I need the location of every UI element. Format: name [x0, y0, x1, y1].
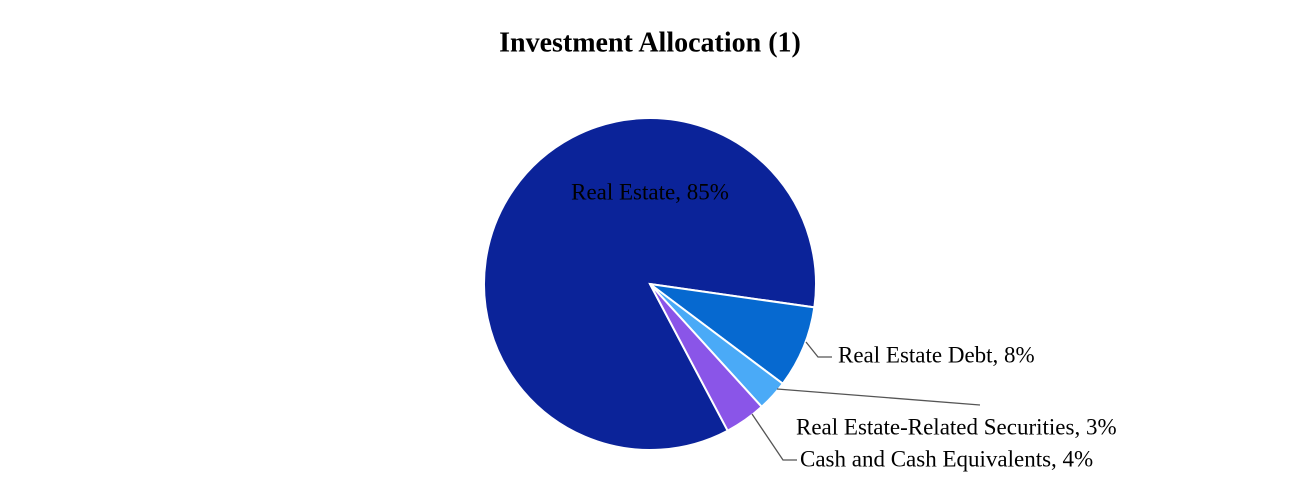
- data-label: Cash and Cash Equivalents, 4%: [800, 446, 1093, 471]
- pie-slice: [649, 283, 764, 433]
- data-label: Real Estate-Related Securities, 3%: [796, 414, 1117, 439]
- chart-title: Investment Allocation (1): [499, 27, 801, 58]
- leader-line: [805, 341, 832, 358]
- leader-line: [751, 413, 797, 461]
- leader-line: [776, 388, 981, 406]
- data-label: Real Estate Debt, 8%: [838, 342, 1035, 367]
- data-label: Real Estate, 85%: [571, 179, 729, 204]
